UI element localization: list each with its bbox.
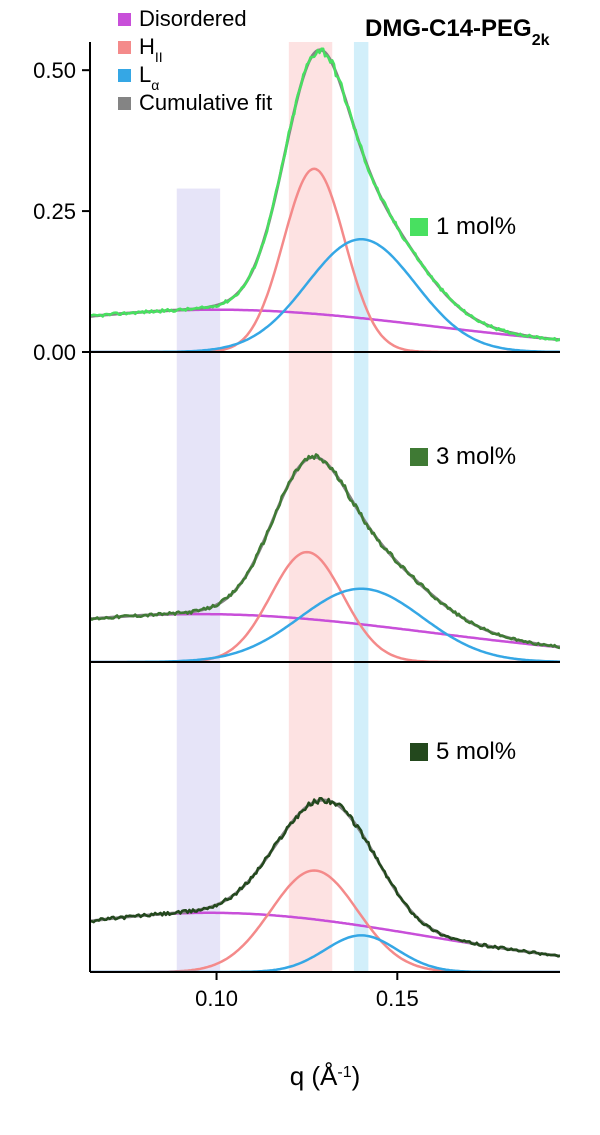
legend-marker xyxy=(118,41,131,54)
x-axis-label: q (Å-1) xyxy=(290,1061,361,1091)
legend-marker xyxy=(118,13,131,26)
panel-label: 3 mol% xyxy=(436,443,516,470)
x-tick-label: 0.15 xyxy=(376,986,419,1011)
legend-label: Lα xyxy=(139,62,159,93)
x-tick-label: 0.10 xyxy=(195,986,238,1011)
panel-label: 1 mol% xyxy=(436,213,516,240)
figure-title: DMG-C14-PEG2k xyxy=(365,15,550,49)
reference-bands xyxy=(177,42,369,972)
panel-label: 5 mol% xyxy=(436,738,516,765)
saxs-stacked-chart: 0.00 0.25 0.50 1 mol% 3 mol% 5 mol% 0.10 0.15 q … xyxy=(0,0,600,1135)
legend-label: HII xyxy=(139,34,163,65)
y-tick-label: 0.50 xyxy=(33,58,76,83)
panel-marker xyxy=(410,743,428,761)
panel-marker xyxy=(410,218,428,236)
legend-label: Cumulative fit xyxy=(139,90,272,115)
y-tick-label: 0.25 xyxy=(33,199,76,224)
legend-marker xyxy=(118,69,131,82)
panel-marker xyxy=(410,448,428,466)
legend-marker xyxy=(118,97,131,110)
y-tick-label: 0.00 xyxy=(33,340,76,365)
legend-label: Disordered xyxy=(139,6,247,31)
